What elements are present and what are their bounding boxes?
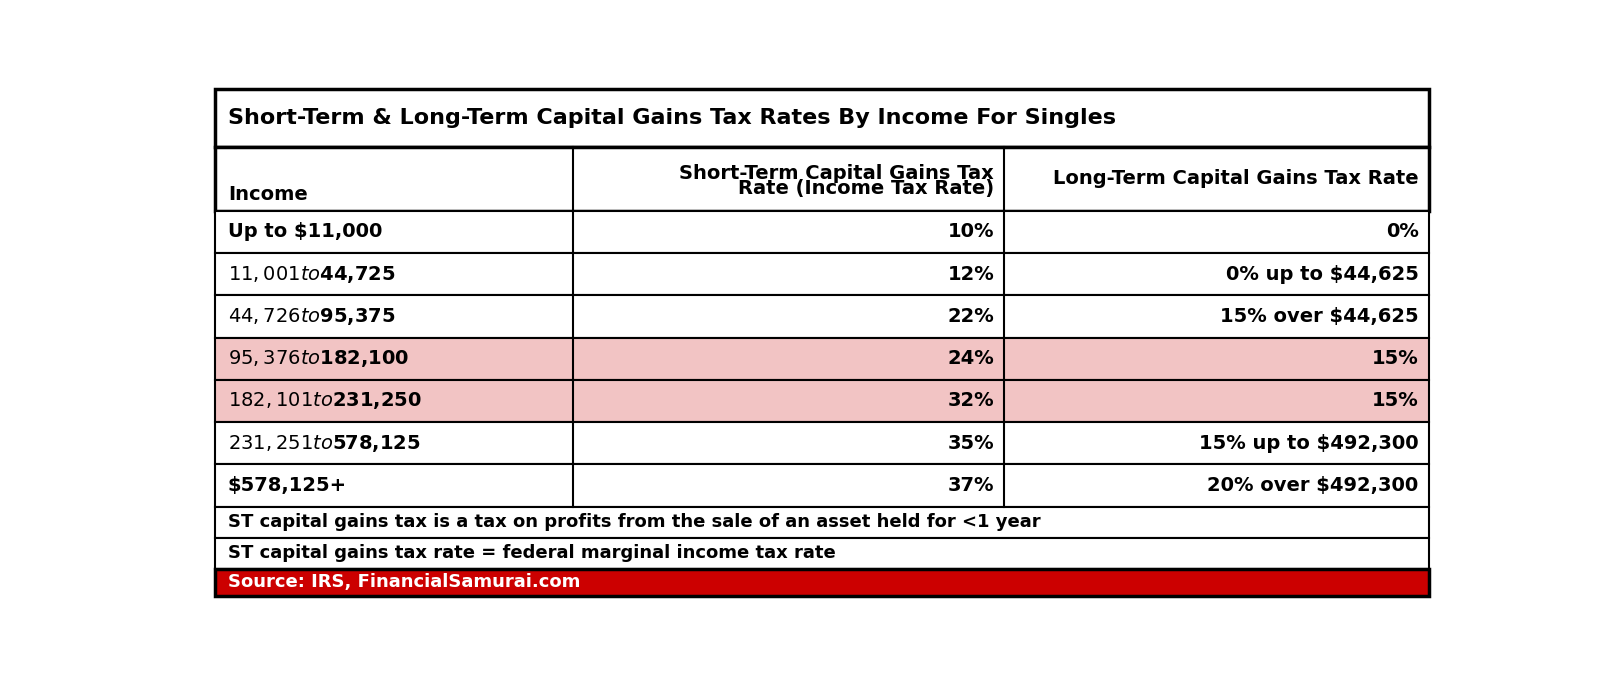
Text: 22%: 22% xyxy=(948,307,994,326)
Text: Long-Term Capital Gains Tax Rate: Long-Term Capital Gains Tax Rate xyxy=(1054,170,1418,188)
Text: $44,726 to $95,375: $44,726 to $95,375 xyxy=(228,306,395,327)
Text: ST capital gains tax rate = federal marginal income tax rate: ST capital gains tax rate = federal marg… xyxy=(228,544,836,562)
Bar xyxy=(215,569,1429,595)
Text: Source: IRS, FinancialSamurai.com: Source: IRS, FinancialSamurai.com xyxy=(228,574,581,591)
Text: 20% over $492,300: 20% over $492,300 xyxy=(1208,476,1418,495)
Text: Rate (Income Tax Rate): Rate (Income Tax Rate) xyxy=(738,179,994,198)
Text: ST capital gains tax is a tax on profits from the sale of an asset held for <1 y: ST capital gains tax is a tax on profits… xyxy=(228,513,1041,531)
Text: 35%: 35% xyxy=(948,434,994,453)
Bar xyxy=(215,380,1429,422)
Text: $231,251 to $578,125: $231,251 to $578,125 xyxy=(228,433,420,454)
Text: 12%: 12% xyxy=(948,264,994,283)
Text: $11,001 to $44,725: $11,001 to $44,725 xyxy=(228,264,395,285)
Bar xyxy=(215,211,1429,253)
Text: 0% up to $44,625: 0% up to $44,625 xyxy=(1225,264,1418,283)
Text: 32%: 32% xyxy=(948,391,994,410)
Bar xyxy=(215,422,1429,464)
Text: Short-Term & Long-Term Capital Gains Tax Rates By Income For Singles: Short-Term & Long-Term Capital Gains Tax… xyxy=(228,108,1116,128)
Bar xyxy=(215,296,1429,338)
Bar xyxy=(215,89,1429,146)
Bar xyxy=(215,506,1429,538)
Text: 15% over $44,625: 15% over $44,625 xyxy=(1221,307,1418,326)
Text: Short-Term Capital Gains Tax: Short-Term Capital Gains Tax xyxy=(680,164,994,183)
Bar xyxy=(215,253,1429,296)
Text: $578,125+: $578,125+ xyxy=(228,476,346,495)
Bar xyxy=(215,146,1429,211)
Text: 0%: 0% xyxy=(1386,222,1418,241)
Text: 15% up to $492,300: 15% up to $492,300 xyxy=(1200,434,1418,453)
Text: 24%: 24% xyxy=(948,349,994,368)
Text: 37%: 37% xyxy=(948,476,994,495)
Text: $95,376 to $182,100: $95,376 to $182,100 xyxy=(228,348,409,370)
Bar xyxy=(215,338,1429,380)
Text: 10%: 10% xyxy=(948,222,994,241)
Text: Income: Income xyxy=(228,185,308,205)
Bar xyxy=(215,464,1429,506)
Text: Up to $11,000: Up to $11,000 xyxy=(228,222,382,241)
Text: 15%: 15% xyxy=(1371,349,1418,368)
Text: 15%: 15% xyxy=(1371,391,1418,410)
Bar xyxy=(215,538,1429,569)
Text: $182,101 to $231,250: $182,101 to $231,250 xyxy=(228,391,422,412)
